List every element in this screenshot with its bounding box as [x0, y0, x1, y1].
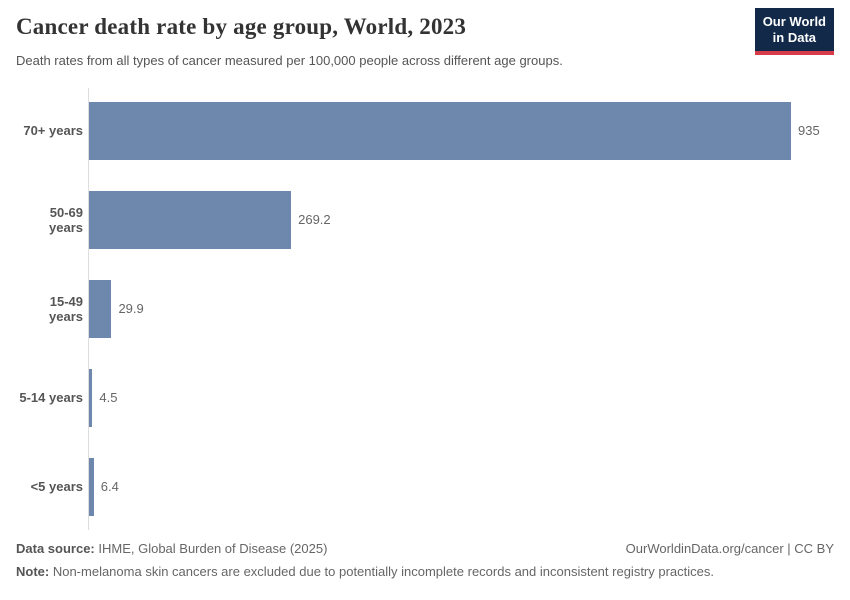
category-label: <5 years	[30, 479, 83, 494]
bar[interactable]	[89, 457, 94, 516]
owid-logo-line2: in Data	[772, 30, 817, 46]
value-label: 269.2	[298, 212, 331, 227]
chart-subtitle: Death rates from all types of cancer mea…	[16, 53, 563, 68]
category-label: 50-69 years	[49, 204, 83, 235]
value-label: 4.5	[99, 390, 118, 405]
bar[interactable]	[89, 190, 292, 249]
chart-footer: Data source: IHME, Global Burden of Dise…	[16, 541, 834, 579]
category-label: 70+ years	[23, 123, 83, 138]
value-label: 6.4	[100, 479, 119, 494]
note-text: Non-melanoma skin cancers are excluded d…	[49, 564, 714, 579]
bar-row: 15-49 years 29.9	[16, 264, 834, 353]
bar-rows: 70+ years 935 50-69 years 269.2 15-49 ye…	[16, 86, 834, 531]
bar[interactable]	[89, 279, 112, 338]
bar[interactable]	[89, 368, 93, 427]
data-source-text: IHME, Global Burden of Disease (2025)	[94, 541, 328, 556]
bar[interactable]	[89, 101, 791, 160]
bar-row: 50-69 years 269.2	[16, 175, 834, 264]
bar-chart: 70+ years 935 50-69 years 269.2 15-49 ye…	[16, 86, 834, 532]
value-label: 935	[798, 123, 820, 138]
owid-logo[interactable]: Our World in Data	[754, 8, 834, 55]
owid-logo-line1: Our World	[762, 14, 826, 29]
bar-row: <5 years 6.4	[16, 442, 834, 531]
y-axis-line	[88, 88, 89, 530]
value-label: 29.9	[118, 301, 144, 316]
note-label: Note:	[16, 564, 50, 579]
attribution-link[interactable]: OurWorldinData.org/cancer | CC BY	[625, 541, 834, 556]
note-line: Note: Non-melanoma skin cancers are excl…	[16, 564, 714, 579]
data-source-line: Data source: IHME, Global Burden of Dise…	[16, 541, 327, 556]
bar-row: 5-14 years 4.5	[16, 353, 834, 442]
page-title: Cancer death rate by age group, World, 2…	[16, 14, 467, 39]
data-source-label: Data source:	[16, 541, 95, 556]
category-label: 5-14 years	[19, 390, 83, 405]
bar-row: 70+ years 935	[16, 86, 834, 175]
category-label: 15-49 years	[49, 293, 83, 324]
